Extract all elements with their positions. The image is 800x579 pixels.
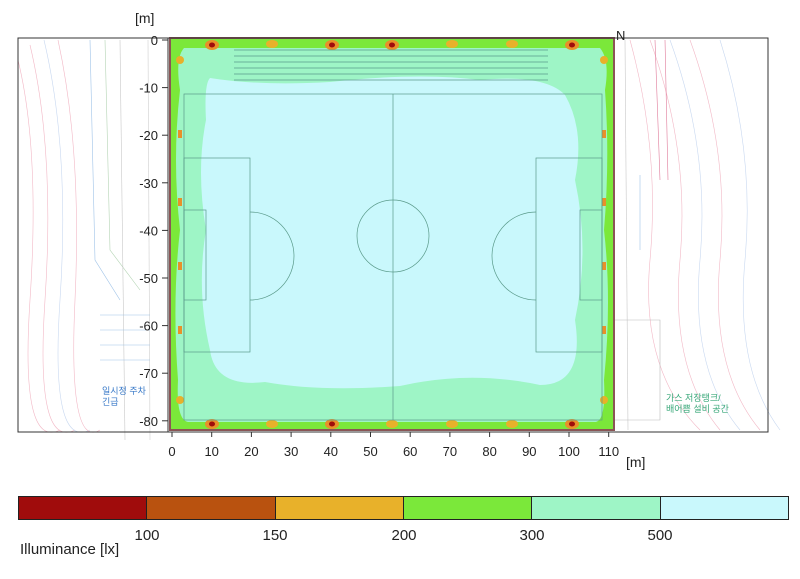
- pitch-markings: [183, 49, 603, 421]
- site-note-right: 가스 저장탱크/ 배어쁨 설비 공간: [666, 393, 729, 415]
- x-axis-ticks: 0 10 20 30 40 50 60 70 80 90 100 110: [168, 432, 619, 459]
- x-tick-label: 90: [522, 444, 536, 459]
- legend-tick-500: 500: [647, 527, 673, 544]
- x-tick-label: 60: [403, 444, 417, 459]
- legend-segment-300-500: [532, 497, 661, 519]
- site-note-left: 일시정 주차 긴급: [102, 386, 146, 408]
- legend-segment-above-500: [660, 497, 788, 519]
- illuminance-plot: 0 -10 -20 -30 -40 -50 -60 -70 -80 0 10 20 30 40 50 60 7…: [17, 28, 781, 459]
- legend-segment-150-200: [275, 497, 404, 519]
- x-tick-label: 70: [443, 444, 457, 459]
- legend-title: Illuminance [lx]: [20, 541, 120, 558]
- x-tick-label: 40: [324, 444, 338, 459]
- site-note-line: 배어쁨 설비 공간: [666, 404, 729, 414]
- x-tick-label: 50: [363, 444, 377, 459]
- legend-tick-100: 100: [134, 527, 160, 544]
- legend-tick-200: 200: [391, 527, 417, 544]
- hot-spots: [176, 40, 608, 429]
- site-note-line: 긴급: [102, 397, 119, 407]
- x-tick-label: 10: [204, 444, 218, 459]
- zone-above-500: [201, 76, 583, 389]
- legend-color-bar: [18, 496, 789, 520]
- y-axis-ticks: 0 -10 -20 -30 -40 -50 -60 -70 -80: [139, 33, 168, 429]
- legend-segment-100-150: [147, 497, 276, 519]
- legend-tick-300: 300: [519, 527, 545, 544]
- x-tick-label: 0: [168, 444, 175, 459]
- x-tick-label: 80: [482, 444, 496, 459]
- side-luminaires: [178, 130, 606, 334]
- x-tick-label: 30: [284, 444, 298, 459]
- legend-segment-below-100: [19, 497, 148, 519]
- y-axis-unit: [m]: [135, 10, 155, 26]
- y-tick-label: -80: [139, 414, 158, 429]
- legend-tick-150: 150: [262, 527, 288, 544]
- field-illuminance-map: [169, 37, 615, 431]
- x-tick-label: 110: [598, 444, 619, 459]
- north-marker: N: [616, 28, 625, 43]
- y-tick-label: -30: [139, 176, 158, 191]
- y-tick-label: -20: [139, 128, 158, 143]
- site-note-line: 일시정 주차: [102, 386, 146, 396]
- x-tick-label: 100: [558, 444, 580, 459]
- y-tick-label: 0: [151, 33, 158, 48]
- x-axis-unit: [m]: [626, 454, 646, 470]
- y-tick-label: -50: [139, 271, 158, 286]
- legend-segment-200-300: [403, 497, 533, 519]
- y-tick-label: -70: [139, 366, 158, 381]
- x-tick-label: 20: [244, 444, 258, 459]
- y-tick-label: -40: [139, 223, 158, 238]
- site-background-lines: [17, 39, 781, 441]
- y-tick-label: -60: [139, 319, 158, 334]
- site-note-line: 가스 저장탱크/: [666, 393, 721, 403]
- y-tick-label: -10: [139, 81, 158, 96]
